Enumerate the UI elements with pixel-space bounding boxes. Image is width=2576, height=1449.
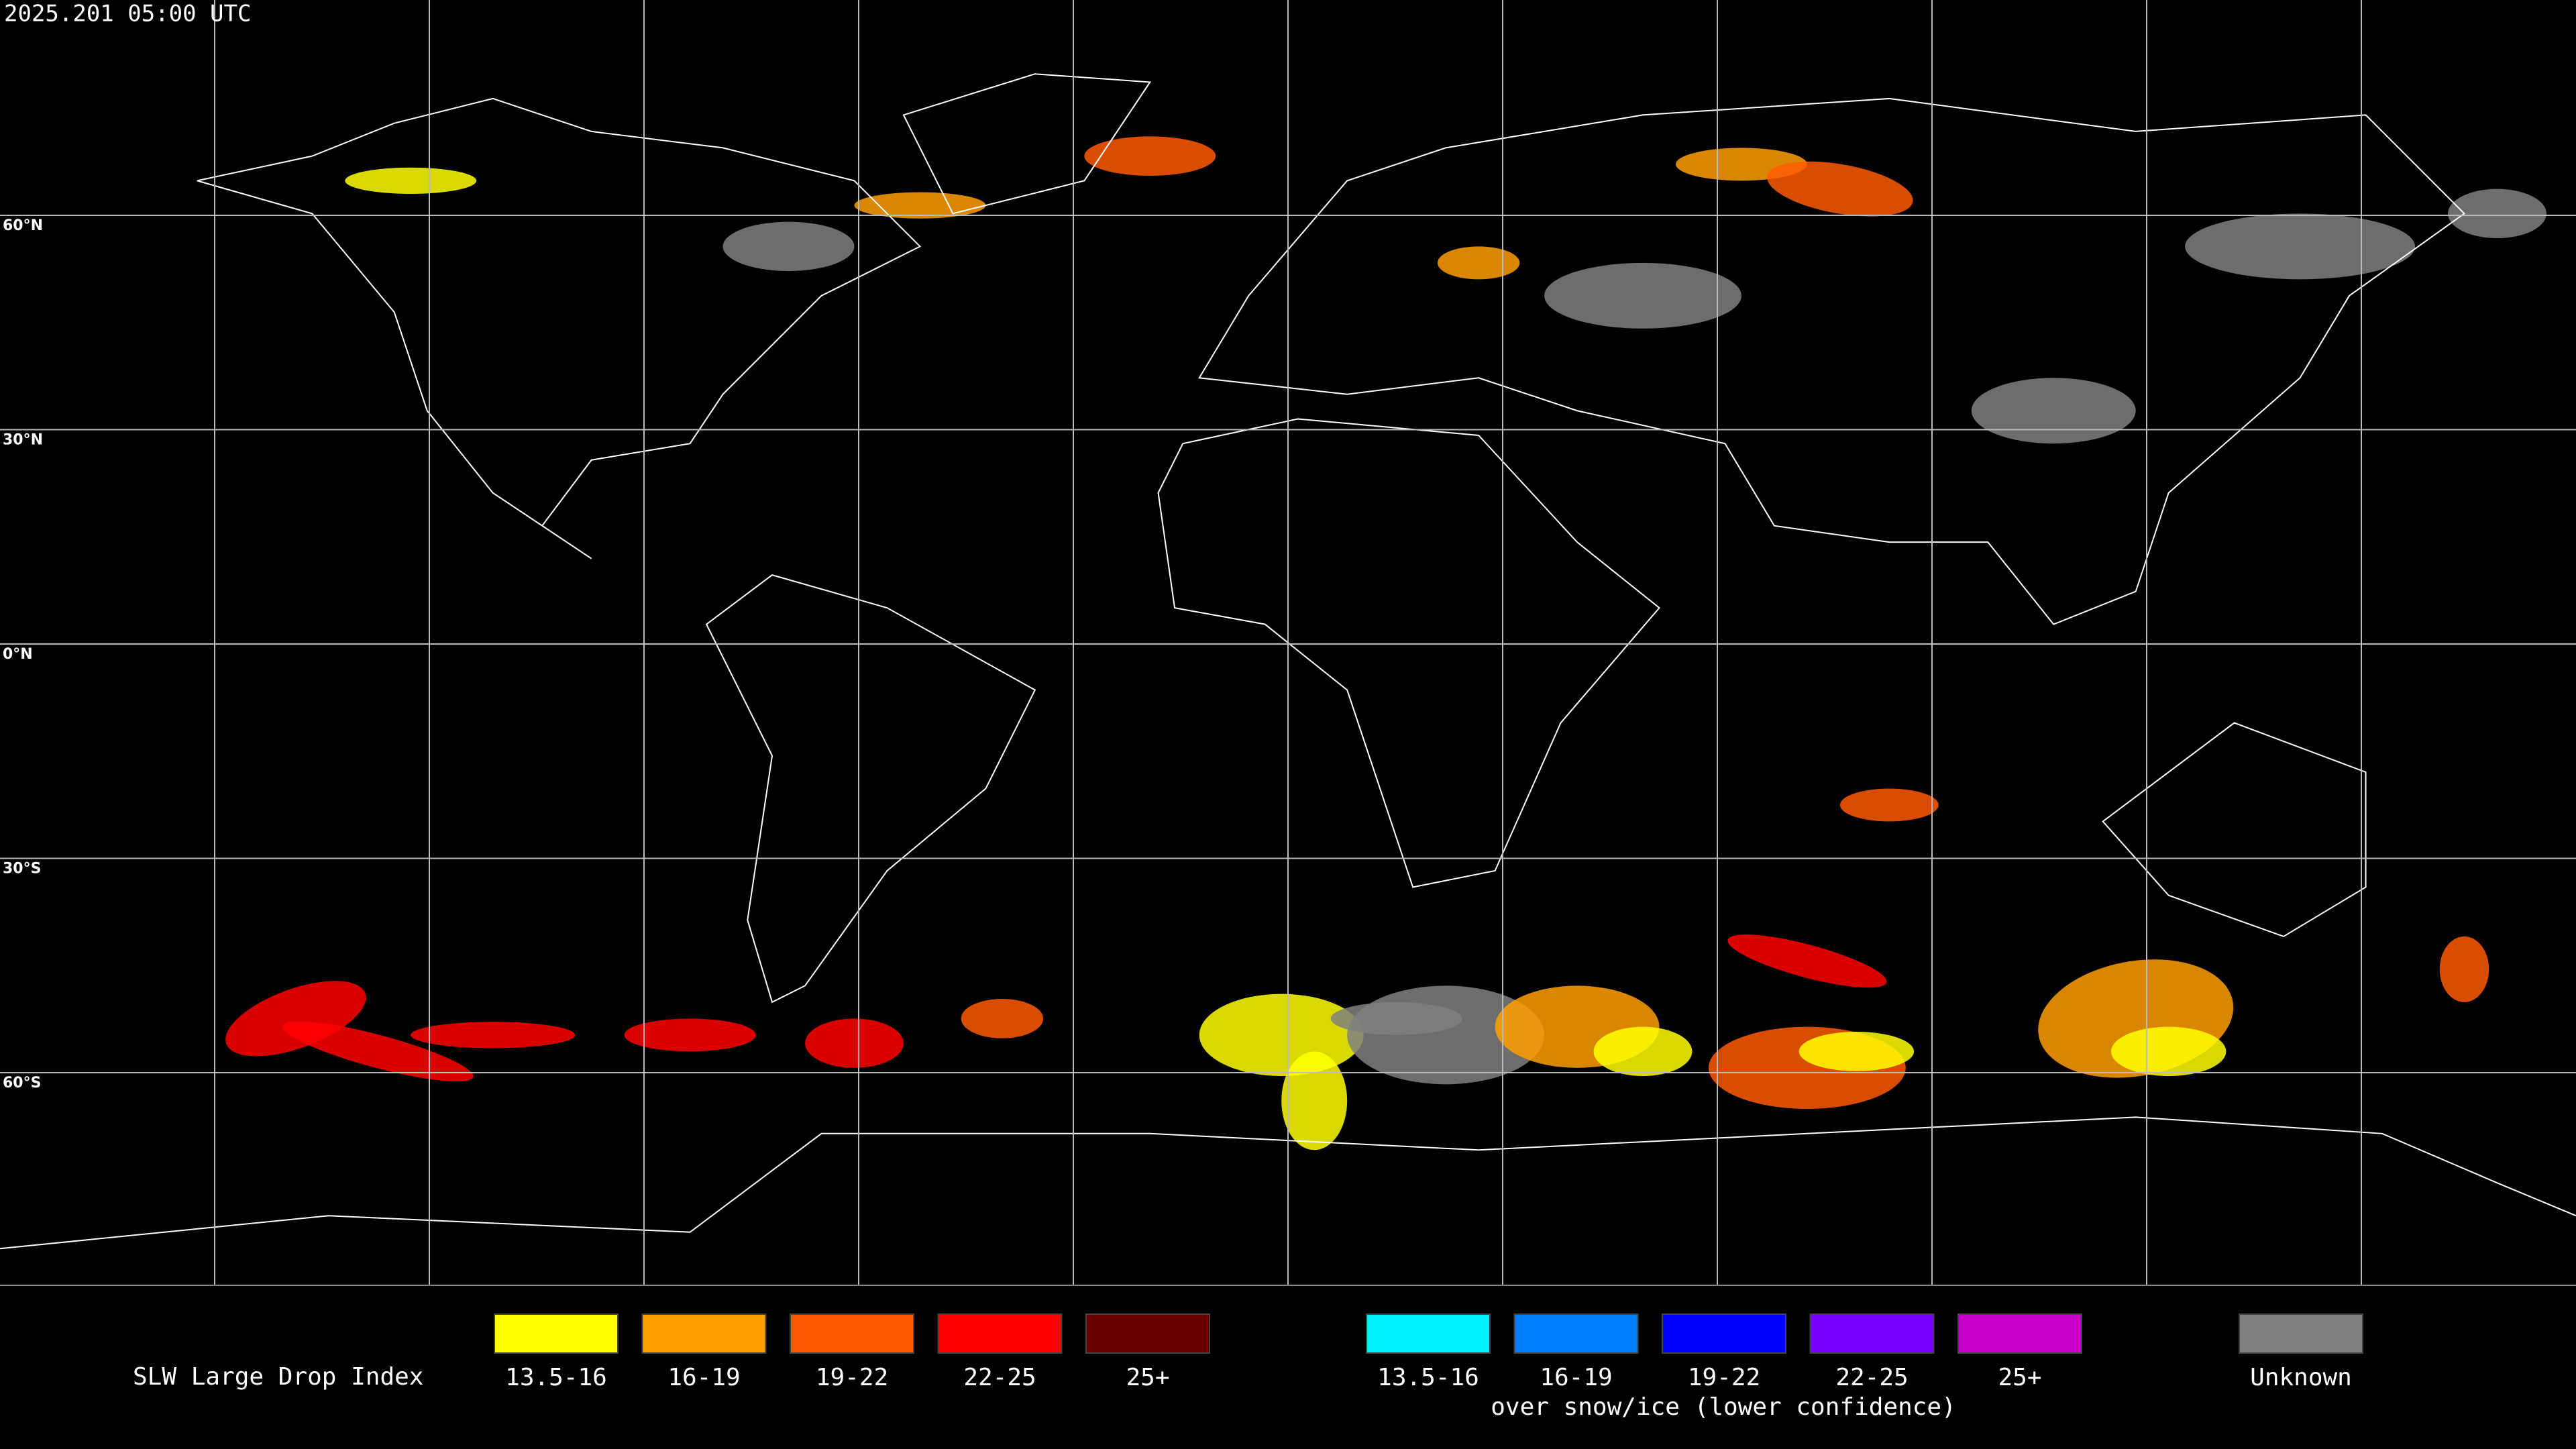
cloud-patch bbox=[282, 1021, 474, 1082]
africa bbox=[1159, 419, 1660, 887]
legend-swatch bbox=[1662, 1313, 1786, 1354]
latitude-label: 60°N bbox=[3, 217, 43, 234]
cloud-patch bbox=[1593, 1026, 1693, 1077]
cloud-patch bbox=[961, 998, 1044, 1038]
legend-swatch bbox=[2239, 1313, 2363, 1354]
legend-note: over snow/ice (lower confidence) bbox=[1491, 1393, 1956, 1421]
cloud-patch bbox=[854, 192, 986, 219]
cloud-patch bbox=[2439, 936, 2489, 1002]
greenland bbox=[904, 74, 1150, 213]
legend-swatch bbox=[1513, 1313, 1639, 1354]
latitude-label: 0°N bbox=[3, 646, 33, 663]
legend-label: 22-25 bbox=[963, 1364, 1036, 1391]
legend-title: SLW Large Drop Index bbox=[133, 1363, 423, 1391]
legend-label: 16-19 bbox=[1540, 1364, 1612, 1391]
cloud-patch bbox=[722, 221, 855, 272]
cloud-patch bbox=[1084, 136, 1216, 176]
australia bbox=[2103, 723, 2366, 936]
south-america bbox=[706, 575, 1035, 1002]
legend-swatch bbox=[1085, 1313, 1210, 1354]
legend-label: 13.5-16 bbox=[1377, 1364, 1479, 1391]
legend-label: Unknown bbox=[2250, 1364, 2352, 1391]
cloud-patch bbox=[1767, 161, 1913, 217]
cloud-patch bbox=[1199, 994, 1364, 1077]
cloud-patch bbox=[411, 1022, 576, 1049]
legend-swatch bbox=[1809, 1313, 1935, 1354]
legend-swatch bbox=[1366, 1313, 1491, 1354]
legend-label: 22-25 bbox=[1835, 1364, 1908, 1391]
legend-label: 25+ bbox=[1126, 1364, 1169, 1391]
legend-label: 13.5-16 bbox=[505, 1364, 607, 1391]
latitude-label: 30°N bbox=[3, 432, 43, 449]
legend-swatch bbox=[1957, 1313, 2082, 1354]
antarctica bbox=[0, 1117, 2576, 1248]
cloud-patch bbox=[805, 1018, 904, 1068]
latitude-label: 60°S bbox=[3, 1075, 41, 1091]
cloud-patch bbox=[2448, 189, 2546, 239]
timestamp: 2025.201 05:00 UTC bbox=[4, 1, 251, 28]
legend-swatch bbox=[494, 1313, 619, 1354]
latitude-label: 30°S bbox=[3, 861, 41, 877]
eurasia bbox=[1199, 99, 2465, 625]
coastlines bbox=[0, 74, 2576, 1248]
cloud-patch bbox=[2185, 213, 2416, 280]
north-america bbox=[197, 99, 920, 559]
cloud-patch bbox=[1330, 1002, 1462, 1035]
legend-label: 19-22 bbox=[1688, 1364, 1760, 1391]
legend-swatch bbox=[641, 1313, 767, 1354]
cloud-patch bbox=[1544, 262, 1741, 329]
cloud-patch bbox=[225, 981, 366, 1057]
cloud-patch bbox=[1281, 1051, 1348, 1150]
legend-label: 25+ bbox=[1998, 1364, 2041, 1391]
data-overlay bbox=[225, 136, 2546, 1150]
cloud-patch bbox=[2110, 1026, 2226, 1077]
cloud-patch bbox=[1437, 246, 1520, 280]
legend-swatch bbox=[937, 1313, 1063, 1354]
cloud-patch bbox=[1799, 1031, 1915, 1071]
cloud-patch bbox=[1971, 378, 2136, 444]
cloud-patch bbox=[1727, 934, 1887, 988]
cloud-patch bbox=[345, 167, 477, 194]
legend-label: 19-22 bbox=[816, 1364, 888, 1391]
legend-swatch bbox=[790, 1313, 914, 1354]
cloud-patch bbox=[1839, 788, 1939, 822]
cloud-patch bbox=[624, 1018, 756, 1052]
legend-label: 16-19 bbox=[667, 1364, 740, 1391]
graticule bbox=[0, 0, 2576, 1285]
